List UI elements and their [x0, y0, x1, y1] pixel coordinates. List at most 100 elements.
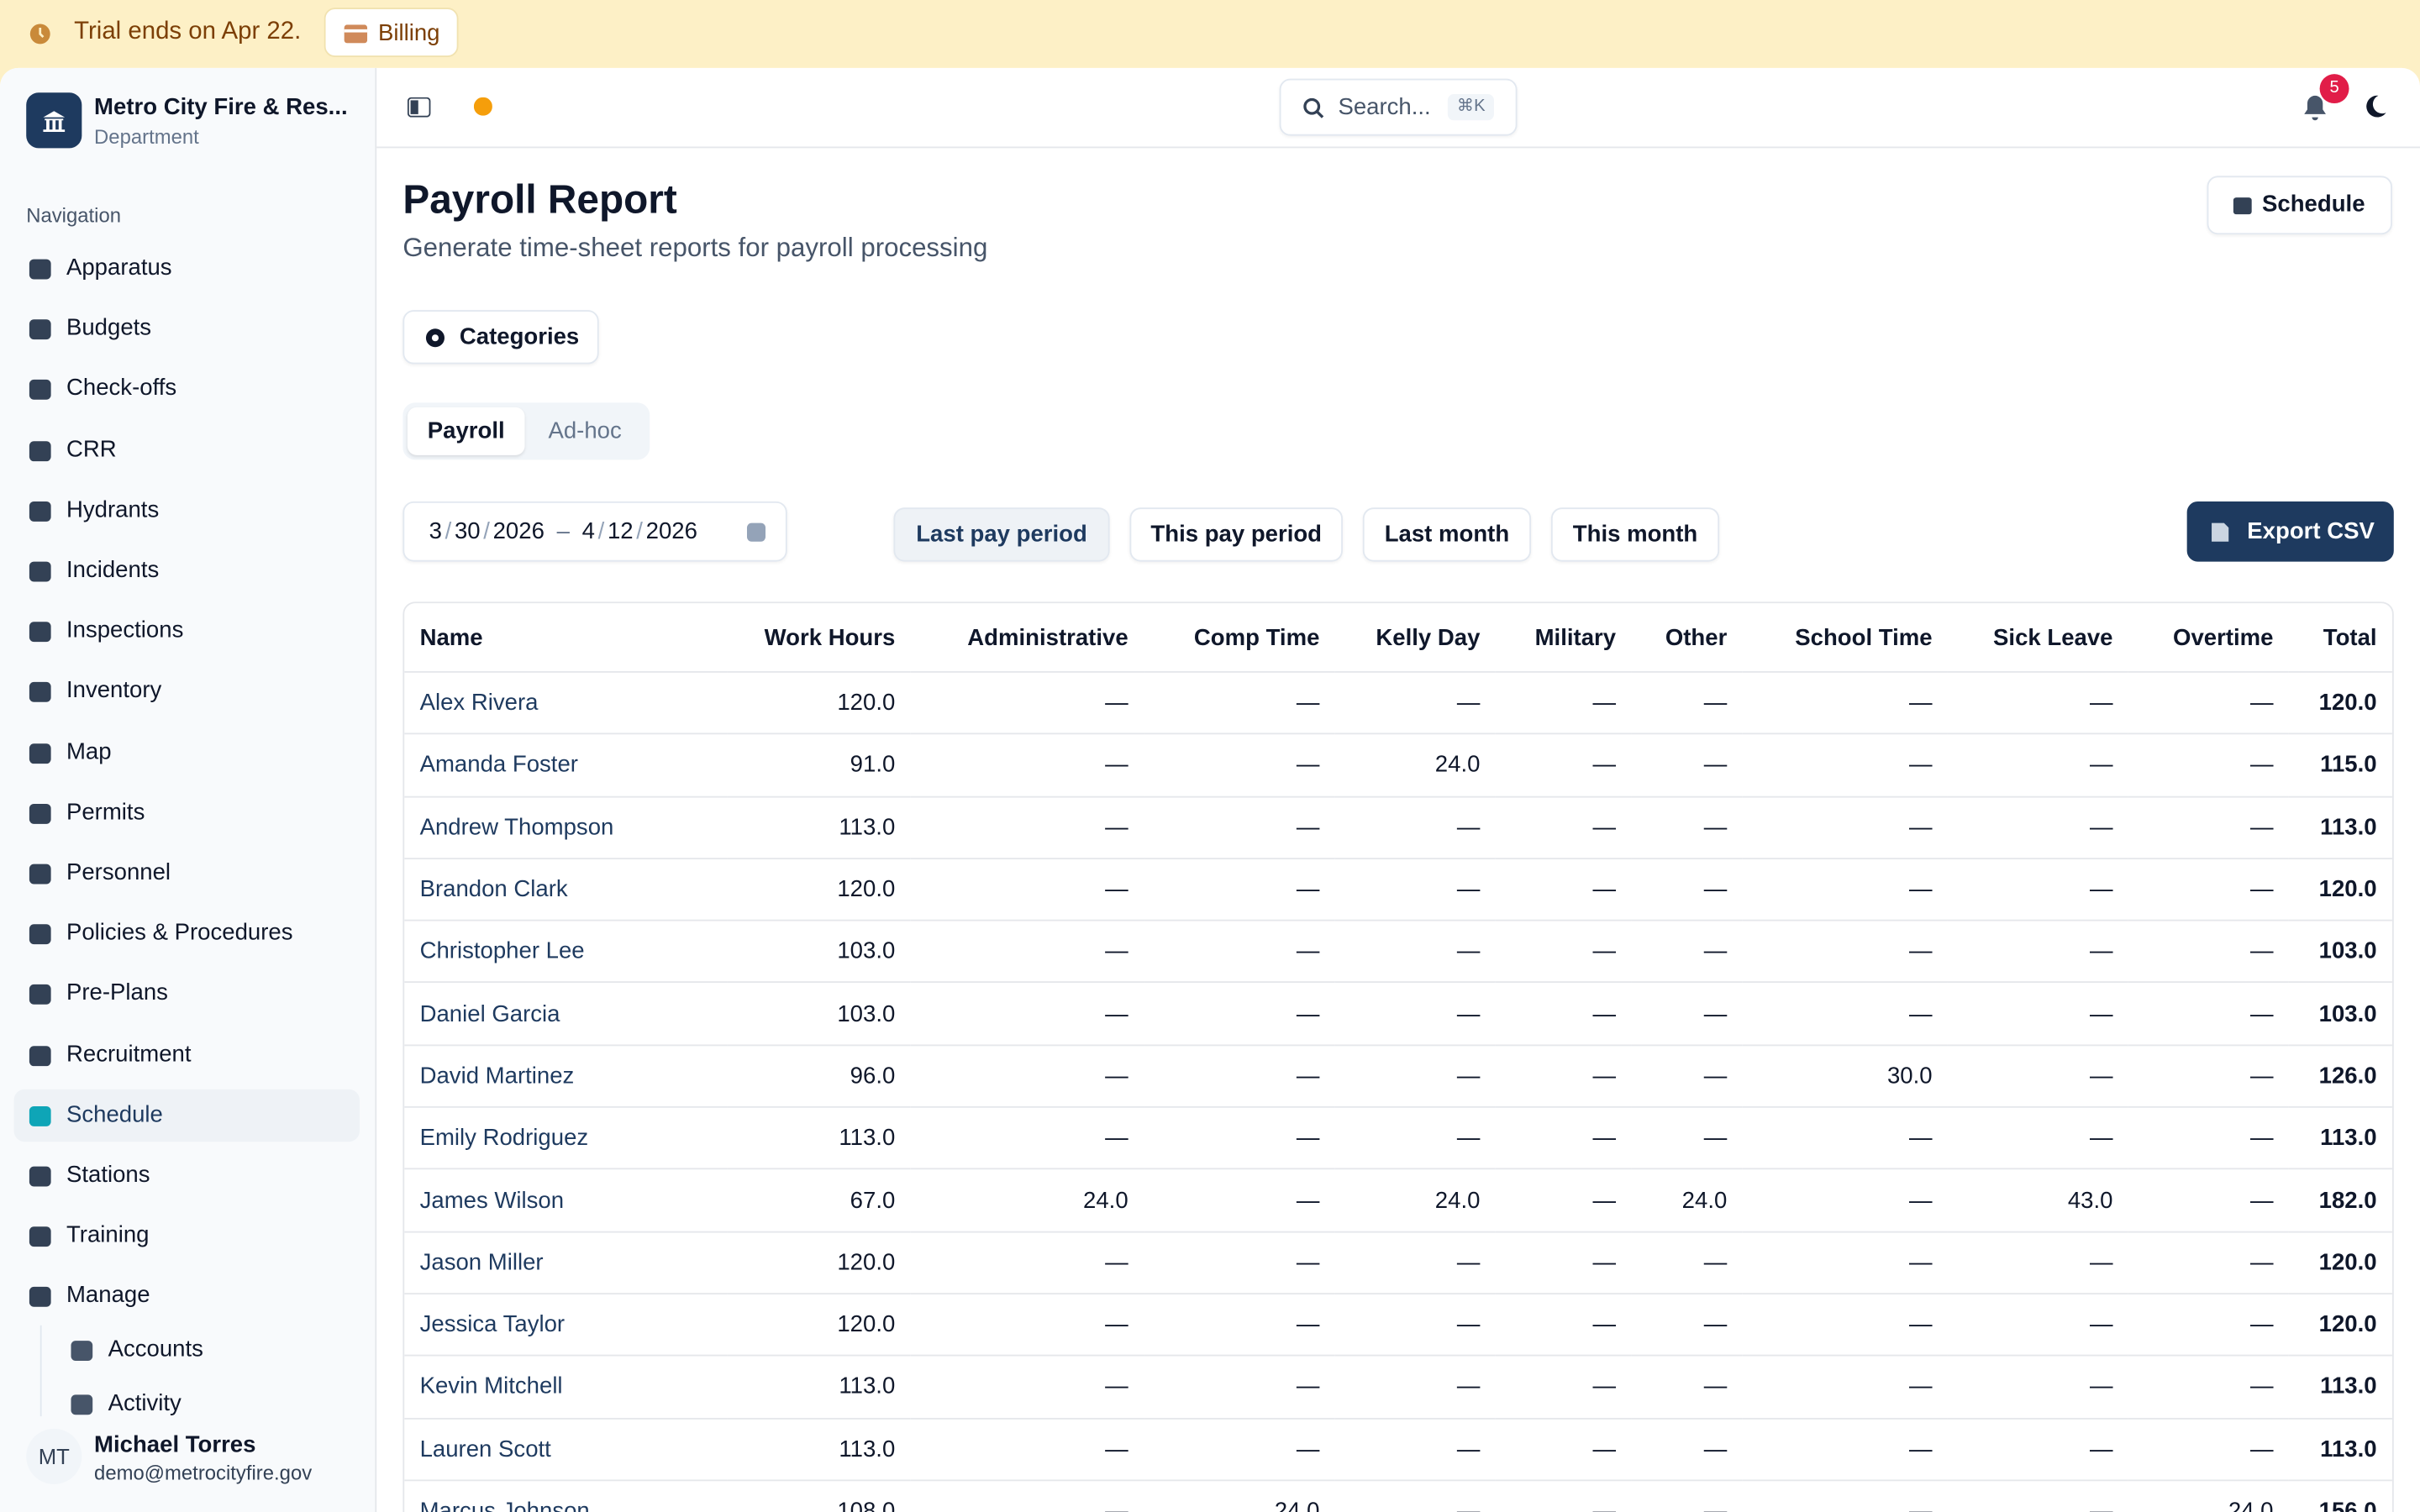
- table-cell: —: [1947, 1231, 2128, 1294]
- nav-item[interactable]: Schedule: [13, 1089, 360, 1142]
- tab[interactable]: Ad-hoc: [548, 417, 622, 444]
- table-cell: 103.0: [2288, 982, 2392, 1046]
- table-cell: —: [1631, 671, 1743, 735]
- table-cell: —: [1631, 733, 1743, 797]
- table-cell: —: [1144, 671, 1335, 735]
- nav-item[interactable]: Pre-Plans: [14, 968, 360, 1020]
- nav-item[interactable]: CRR: [14, 423, 360, 475]
- page-subtitle: Generate time-sheet reports for payroll …: [402, 233, 988, 263]
- theme-toggle[interactable]: [2363, 94, 2387, 118]
- sidebar-toggle[interactable]: [407, 97, 431, 118]
- preset-button[interactable]: This month: [1550, 507, 1720, 562]
- nav-item[interactable]: Permits: [14, 786, 360, 838]
- employee-name[interactable]: Brandon Clark: [404, 858, 728, 921]
- table-row: Daniel Garcia 103.0— — — — — — — —103.0: [404, 982, 2392, 1046]
- payroll-table: Name Work Hours Administrative Comp Time Kel…: [404, 603, 2392, 1512]
- nav-divider: [39, 1326, 42, 1417]
- export-button[interactable]: Export CSV: [2186, 501, 2394, 562]
- tab[interactable]: Payroll: [407, 407, 525, 455]
- employee-name[interactable]: Kevin Mitchell: [404, 1356, 728, 1420]
- preset-button[interactable]: This pay period: [1129, 507, 1343, 562]
- nav-item[interactable]: Policies & Procedures: [14, 907, 360, 959]
- nav-icon: [29, 622, 51, 643]
- notifications-button[interactable]: [2302, 94, 2329, 122]
- nav-item[interactable]: Stations: [14, 1149, 360, 1201]
- nav-item[interactable]: Map: [14, 726, 360, 778]
- date-range[interactable]: 3/30/2026–4/12/2026: [402, 501, 787, 562]
- employee-name[interactable]: James Wilson: [404, 1169, 728, 1232]
- table-row: Kevin Mitchell 113.0— — — — — — — —113.0: [404, 1356, 2392, 1420]
- employee-name[interactable]: Marcus Johnson: [404, 1480, 728, 1512]
- billing-label: Billing: [378, 19, 440, 47]
- column-header: Name: [404, 603, 728, 673]
- user-email: demo@metrocityfire.gov: [94, 1461, 313, 1484]
- employee-name[interactable]: David Martinez: [404, 1044, 728, 1108]
- nav-item[interactable]: Inventory: [14, 665, 360, 717]
- nav-item[interactable]: Hydrants: [14, 484, 360, 536]
- preset-button[interactable]: Last month: [1362, 507, 1532, 562]
- table-cell: —: [1495, 1107, 1632, 1170]
- column-header: Total: [2288, 603, 2392, 673]
- table-cell: —: [2128, 1231, 2289, 1294]
- nav-item[interactable]: Training: [14, 1210, 360, 1262]
- nav-item[interactable]: Recruitment: [14, 1028, 360, 1080]
- table-cell: —: [910, 982, 1144, 1046]
- table-cell: 120.0: [2288, 858, 2392, 921]
- table-cell: —: [1947, 1480, 2128, 1512]
- table-cell: —: [1947, 733, 2128, 797]
- employee-name[interactable]: Daniel Garcia: [404, 982, 728, 1046]
- org-type: Department: [94, 124, 199, 149]
- nav-item[interactable]: Accounts: [55, 1325, 360, 1377]
- nav-item[interactable]: Check-offs: [14, 363, 360, 415]
- date-part: 2026: [645, 518, 697, 545]
- table-cell: —: [1742, 795, 1948, 859]
- table-row: Andrew Thompson 113.0— — — — — — — —113.0: [404, 795, 2392, 859]
- table-cell: —: [1742, 920, 1948, 984]
- table-cell: 120.0: [2288, 1231, 2392, 1294]
- table-cell: —: [1742, 733, 1948, 797]
- employee-name[interactable]: Andrew Thompson: [404, 795, 728, 859]
- org-name: Metro City Fire & Res...: [94, 94, 348, 121]
- categories-button[interactable]: Categories: [402, 310, 599, 365]
- table-cell: 113.0: [2288, 795, 2392, 859]
- table-cell: —: [910, 1107, 1144, 1170]
- table-cell: —: [1334, 1356, 1496, 1420]
- nav-icon: [29, 864, 51, 885]
- nav-item[interactable]: Budgets: [14, 302, 360, 354]
- table-cell: —: [1334, 858, 1496, 921]
- table-cell: —: [1631, 1418, 1743, 1482]
- nav-item[interactable]: Apparatus: [14, 242, 360, 294]
- preset-button[interactable]: Last pay period: [893, 507, 1110, 562]
- schedule-button[interactable]: Schedule: [2207, 176, 2392, 235]
- employee-name[interactable]: Alex Rivera: [404, 671, 728, 735]
- table-cell: —: [1495, 671, 1632, 735]
- nav-item[interactable]: Inspections: [14, 605, 360, 657]
- table-cell: —: [910, 1480, 1144, 1512]
- employee-name[interactable]: Christopher Lee: [404, 920, 728, 984]
- table-cell: 103.0: [727, 982, 911, 1046]
- employee-name[interactable]: Jessica Taylor: [404, 1294, 728, 1357]
- nav-icon: [71, 1341, 93, 1362]
- table-cell: —: [1334, 982, 1496, 1046]
- billing-button[interactable]: Billing: [324, 8, 459, 57]
- shortcut: ⌘K: [1447, 94, 1495, 121]
- nav-item[interactable]: Personnel: [14, 847, 360, 899]
- table-cell: —: [2128, 1356, 2289, 1420]
- employee-name[interactable]: Jason Miller: [404, 1231, 728, 1294]
- employee-name[interactable]: Lauren Scott: [404, 1418, 728, 1482]
- nav-icon: [29, 501, 51, 522]
- table-cell: —: [1947, 671, 2128, 735]
- date-part: 4: [581, 518, 595, 545]
- table-row: Alex Rivera 120.0— — — — — — — —120.0: [404, 671, 2392, 735]
- nav-item[interactable]: Activity: [55, 1378, 360, 1416]
- nav-item[interactable]: Incidents: [14, 544, 360, 596]
- employee-name[interactable]: Amanda Foster: [404, 733, 728, 797]
- table-cell: 113.0: [727, 795, 911, 859]
- employee-name[interactable]: Emily Rodriguez: [404, 1107, 728, 1170]
- table-cell: 113.0: [2288, 1418, 2392, 1482]
- table-cell: 24.0: [2128, 1480, 2289, 1512]
- search-box[interactable]: Search... ⌘K: [1279, 78, 1518, 136]
- nav-item[interactable]: Manage: [14, 1270, 360, 1322]
- column-header: Comp Time: [1144, 603, 1335, 673]
- table-row: Christopher Lee 103.0— — — — — — — —103.0: [404, 920, 2392, 984]
